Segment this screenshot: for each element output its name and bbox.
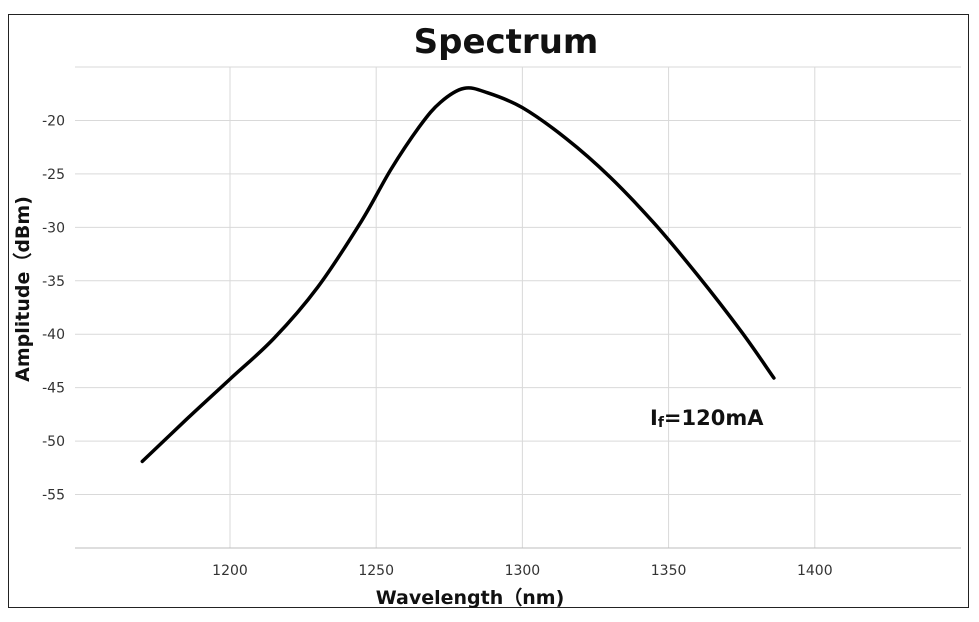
- current-annotation: If=120mA: [650, 406, 764, 431]
- x-tick-labels: 1200 1250 1300 1350 1400: [212, 563, 832, 579]
- y-tick-label: -30: [42, 220, 65, 236]
- x-tick-label: 1400: [797, 563, 833, 579]
- chart-frame: Spectrum 1200 1250 1300 1350 1400 -20 -25 -30-…: [8, 14, 969, 609]
- x-tick-label: 1200: [212, 563, 248, 579]
- annotation-symbol: I: [650, 406, 658, 430]
- y-tick-label: -55: [42, 488, 65, 504]
- y-tick-labels: -20 -25 -30 -35 -40 -45 -50 -55: [42, 113, 65, 503]
- y-tick-label: -35: [42, 274, 65, 290]
- spectrum-line: [140, 86, 776, 464]
- chart-title: Spectrum: [414, 22, 599, 62]
- y-axis-label: Amplitude（dBm): [11, 196, 34, 382]
- grid-lines: [75, 66, 961, 548]
- x-tick-label: 1350: [651, 563, 687, 579]
- spectrum-chart: Spectrum 1200 1250 1300 1350 1400 -20-25-30-…: [11, 22, 961, 609]
- x-axis-label: Wavelength（nm): [376, 586, 565, 609]
- y-tick-label: -45: [42, 381, 65, 397]
- annotation-subscript: f: [658, 415, 665, 431]
- y-tick-label: -50: [42, 434, 65, 450]
- y-tick-label: -40: [42, 327, 65, 343]
- y-tick-label: -20: [42, 113, 65, 129]
- x-tick-label: 1300: [505, 563, 541, 579]
- annotation-value: =120mA: [664, 406, 764, 430]
- y-tick-label: -25: [42, 167, 65, 183]
- x-tick-label: 1250: [358, 563, 394, 579]
